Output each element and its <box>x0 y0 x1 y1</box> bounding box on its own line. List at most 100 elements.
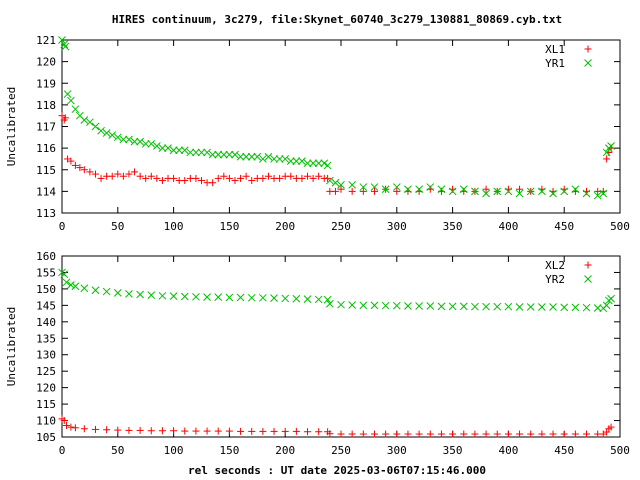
data-point <box>108 172 116 180</box>
data-point <box>325 176 334 185</box>
data-point <box>538 430 546 438</box>
data-point <box>192 427 200 435</box>
data-point <box>348 187 356 195</box>
data-point <box>426 430 434 438</box>
series-xl2 <box>58 415 615 438</box>
data-point <box>214 174 222 182</box>
data-point <box>381 301 390 310</box>
data-point <box>80 425 88 433</box>
data-point <box>225 293 234 302</box>
data-point <box>67 281 75 289</box>
y-tick-label: 140 <box>36 316 56 329</box>
data-point <box>607 423 615 431</box>
y-tick-label: 115 <box>36 164 56 177</box>
data-point <box>119 135 128 144</box>
data-point <box>180 292 189 301</box>
data-point <box>203 427 211 435</box>
data-point <box>80 116 89 124</box>
data-point <box>359 187 367 195</box>
data-point <box>198 177 205 185</box>
data-point <box>136 172 144 180</box>
data-point <box>236 152 245 161</box>
data-point <box>348 301 357 309</box>
data-point <box>504 302 513 311</box>
data-point <box>153 142 161 150</box>
data-point <box>382 430 390 438</box>
data-point <box>169 292 178 301</box>
data-point <box>331 187 339 195</box>
data-point <box>86 118 94 127</box>
data-point <box>62 421 70 429</box>
data-point <box>192 292 200 301</box>
data-point <box>259 174 267 182</box>
data-point <box>303 159 312 168</box>
data-point <box>359 183 368 191</box>
data-point <box>404 302 412 310</box>
data-point <box>583 430 591 438</box>
data-point <box>381 185 390 194</box>
data-point <box>170 174 178 182</box>
data-point <box>281 294 290 303</box>
data-point <box>331 178 340 187</box>
data-point <box>169 146 178 155</box>
data-point <box>348 430 356 438</box>
data-point <box>415 430 423 438</box>
plot-frame <box>61 255 621 438</box>
data-point <box>242 172 250 180</box>
data-point <box>393 187 401 195</box>
series-xl1 <box>58 112 615 195</box>
data-point <box>214 150 223 159</box>
data-point <box>459 302 468 311</box>
data-point <box>337 181 345 189</box>
data-point <box>170 427 178 435</box>
data-point <box>259 293 267 302</box>
x-tick-label: 400 <box>498 220 518 233</box>
data-point <box>571 303 580 312</box>
data-point <box>130 137 139 146</box>
y-tick-label: 120 <box>36 382 56 395</box>
data-point <box>315 428 323 436</box>
data-point <box>460 430 468 438</box>
data-point <box>192 148 200 157</box>
data-point <box>437 185 446 194</box>
data-point <box>370 187 378 195</box>
data-point <box>237 174 245 182</box>
x-tick-label: 200 <box>275 444 295 457</box>
data-point <box>309 159 317 168</box>
data-point <box>108 131 117 140</box>
data-point <box>119 172 127 180</box>
data-point <box>131 168 139 176</box>
data-point <box>214 427 222 435</box>
data-point <box>437 430 445 438</box>
data-point <box>61 114 69 122</box>
data-point <box>97 174 105 182</box>
data-point <box>286 157 295 165</box>
data-point <box>314 295 323 304</box>
data-point <box>281 427 289 435</box>
data-point <box>359 430 367 438</box>
x-tick-label: 200 <box>275 220 295 233</box>
data-point <box>125 135 133 144</box>
data-point <box>209 179 217 187</box>
x-axis-label: rel seconds : UT date 2025-03-06T07:15:4… <box>188 464 486 477</box>
data-point <box>593 191 602 200</box>
data-point <box>582 189 591 198</box>
x-tick-label: 100 <box>164 220 184 233</box>
data-point <box>175 146 184 155</box>
data-point <box>426 183 435 191</box>
data-point <box>86 168 94 176</box>
data-point <box>186 148 195 157</box>
y-tick-label: 125 <box>36 365 56 378</box>
data-point <box>549 430 557 438</box>
data-point <box>231 150 239 159</box>
series-yr1 <box>58 36 615 200</box>
data-point <box>493 187 502 196</box>
data-point <box>247 152 256 161</box>
data-point <box>259 155 267 163</box>
data-point <box>147 291 156 300</box>
data-point <box>393 430 401 438</box>
x-tick-label: 300 <box>387 220 407 233</box>
data-point <box>292 427 300 435</box>
data-point <box>323 295 332 304</box>
legend-label: YR1 <box>545 57 565 70</box>
